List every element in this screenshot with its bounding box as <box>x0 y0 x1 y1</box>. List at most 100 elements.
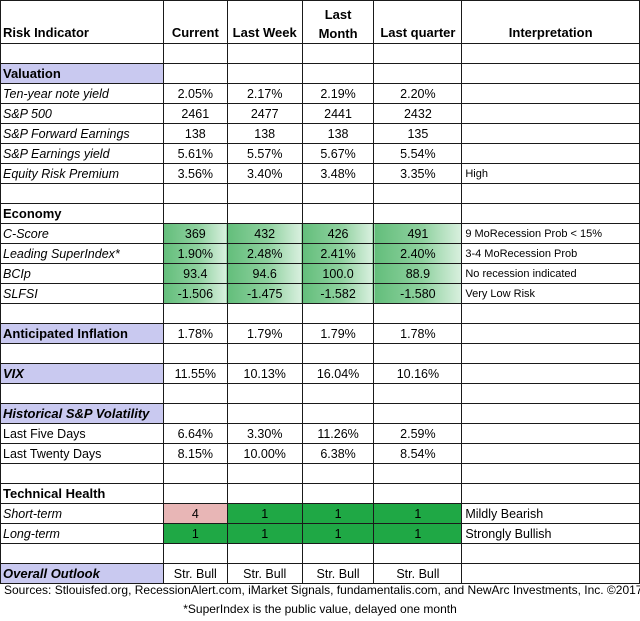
col-header-indicator: Risk Indicator <box>0 0 164 44</box>
table-row: Equity Risk Premium 3.56% 3.40% 3.48% 3.… <box>0 163 640 184</box>
cell: 1 <box>301 523 375 544</box>
cell: 16.04% <box>301 363 375 384</box>
cell: 6.64% <box>162 423 228 444</box>
cell: 1 <box>373 503 463 524</box>
cell: 2477 <box>226 103 303 124</box>
cell: -1.475 <box>226 283 303 304</box>
cell: Str. Bull <box>226 563 303 584</box>
spacer-row <box>0 343 640 364</box>
col-header-interpretation: Interpretation <box>461 0 640 44</box>
cell: 1 <box>373 523 463 544</box>
cell: 138 <box>226 123 303 144</box>
cell: 432 <box>226 223 303 244</box>
cell: 138 <box>162 123 228 144</box>
col-header-last-month: Last Month <box>301 0 375 44</box>
cell: 5.67% <box>301 143 375 164</box>
cell: 4 <box>162 503 228 524</box>
interpretation-cell <box>461 123 640 144</box>
spacer-row <box>0 303 640 324</box>
interpretation-cell: 3-4 MoRecession Prob <box>461 243 640 264</box>
col-header-last-quarter: Last quarter <box>373 0 463 44</box>
table-row: BCIp 93.4 94.6 100.0 88.9 No recession i… <box>0 263 640 284</box>
cell: -1.580 <box>373 283 463 304</box>
section-title-inflation: Anticipated Inflation <box>0 323 164 344</box>
cell: 2461 <box>162 103 228 124</box>
section-row-volatility: Historical S&P Volatility <box>0 403 640 424</box>
cell: 1.79% <box>226 323 303 344</box>
cell: 3.40% <box>226 163 303 184</box>
cell: 1.90% <box>162 243 228 264</box>
row-label-forward-earnings: S&P Forward Earnings <box>0 123 164 144</box>
cell: 1 <box>301 503 375 524</box>
row-label-slfsi: SLFSI <box>0 283 164 304</box>
sources-note: Sources: Stlouisfed.org, RecessionAlert.… <box>4 583 640 597</box>
col-header-last-week: Last Week <box>226 0 303 44</box>
cell: 2432 <box>373 103 463 124</box>
cell: 5.61% <box>162 143 228 164</box>
spacer-row <box>0 43 640 64</box>
cell: 3.48% <box>301 163 375 184</box>
cell: 3.56% <box>162 163 228 184</box>
cell: -1.582 <box>301 283 375 304</box>
cell: 369 <box>162 223 228 244</box>
cell: 1.78% <box>162 323 228 344</box>
section-title-outlook: Overall Outlook <box>0 563 164 584</box>
cell: 88.9 <box>373 263 463 284</box>
table-row: S&P Earnings yield 5.61% 5.57% 5.67% 5.5… <box>0 143 640 164</box>
section-title-volatility: Historical S&P Volatility <box>0 403 164 424</box>
section-title-vix: VIX <box>0 363 164 384</box>
row-label-long-term: Long-term <box>0 523 164 544</box>
cell: 10.00% <box>226 443 303 464</box>
cell: Str. Bull <box>301 563 375 584</box>
cell: Str. Bull <box>162 563 228 584</box>
cell: 8.54% <box>373 443 463 464</box>
cell: 100.0 <box>301 263 375 284</box>
risk-indicator-table: Risk Indicator Current Last Week Last Mo… <box>0 0 640 584</box>
superindex-note: *SuperIndex is the public value, delayed… <box>183 602 457 616</box>
cell: 2.40% <box>373 243 463 264</box>
section-row-technical: Technical Health <box>0 483 640 504</box>
cell: 138 <box>301 123 375 144</box>
row-label-last-five-days: Last Five Days <box>0 423 164 444</box>
table-row: Long-term 1 1 1 1 Strongly Bullish <box>0 523 640 544</box>
row-label-earnings-yield: S&P Earnings yield <box>0 143 164 164</box>
interpretation-cell: Very Low Risk <box>461 283 640 304</box>
row-label-short-term: Short-term <box>0 503 164 524</box>
row-label-c-score: C-Score <box>0 223 164 244</box>
cell: 2.20% <box>373 83 463 104</box>
table-row: C-Score 369 432 426 491 9 MoRecession Pr… <box>0 223 640 244</box>
table-row: S&P 500 2461 2477 2441 2432 <box>0 103 640 124</box>
header-row: Risk Indicator Current Last Week Last Mo… <box>0 0 640 44</box>
section-row-outlook: Overall Outlook Str. Bull Str. Bull Str.… <box>0 563 640 584</box>
section-row-valuation: Valuation <box>0 63 640 84</box>
interpretation-cell <box>461 143 640 164</box>
cell: 6.38% <box>301 443 375 464</box>
row-label-equity-risk-premium: Equity Risk Premium <box>0 163 164 184</box>
table-row: Last Five Days 6.64% 3.30% 11.26% 2.59% <box>0 423 640 444</box>
interpretation-cell <box>461 83 640 104</box>
cell: 1 <box>226 523 303 544</box>
cell: 1.78% <box>373 323 463 344</box>
section-row-inflation: Anticipated Inflation 1.78% 1.79% 1.79% … <box>0 323 640 344</box>
cell: 1 <box>162 523 228 544</box>
cell: 2.17% <box>226 83 303 104</box>
interpretation-cell: 9 MoRecession Prob < 15% <box>461 223 640 244</box>
cell: -1.506 <box>162 283 228 304</box>
cell: 3.35% <box>373 163 463 184</box>
cell: 2441 <box>301 103 375 124</box>
row-label-ten-year: Ten-year note yield <box>0 83 164 104</box>
cell: 3.30% <box>226 423 303 444</box>
cell: 2.59% <box>373 423 463 444</box>
col-header-current: Current <box>162 0 228 44</box>
interpretation-cell: Mildly Bearish <box>461 503 640 524</box>
cell: 2.05% <box>162 83 228 104</box>
table-row: Leading SuperIndex* 1.90% 2.48% 2.41% 2.… <box>0 243 640 264</box>
table-row: Short-term 4 1 1 1 Mildly Bearish <box>0 503 640 524</box>
table-row: Ten-year note yield 2.05% 2.17% 2.19% 2.… <box>0 83 640 104</box>
interpretation-cell: No recession indicated <box>461 263 640 284</box>
cell: 2.48% <box>226 243 303 264</box>
cell: 10.16% <box>373 363 463 384</box>
spacer-row <box>0 383 640 404</box>
row-label-sp500: S&P 500 <box>0 103 164 124</box>
